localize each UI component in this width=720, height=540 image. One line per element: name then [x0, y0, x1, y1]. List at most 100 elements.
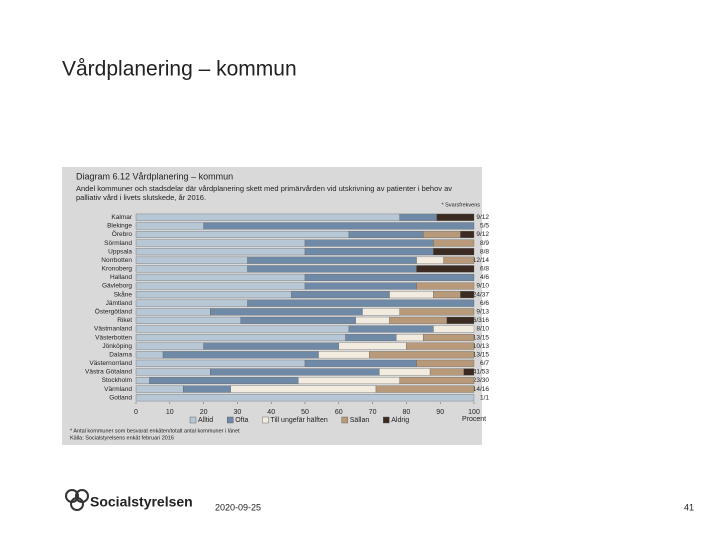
response-rate: 9/12	[476, 231, 489, 238]
category-label: Jämtland	[106, 300, 133, 307]
legend-label: Till ungefär hälften	[270, 417, 327, 424]
category-label: Sörmland	[104, 240, 132, 247]
bar-segment	[369, 351, 475, 359]
chart-subtitle-box: Andel kommuner och stadsdelar där vårdpl…	[76, 184, 452, 202]
bar-segment	[135, 351, 164, 359]
bar-segment	[210, 368, 380, 376]
bar-segment	[135, 291, 292, 299]
x-tick-label: 20	[200, 409, 208, 416]
page-number: 41	[684, 502, 694, 512]
legend-swatch	[383, 416, 390, 424]
legend-swatch	[341, 416, 348, 424]
category-label: Västra Götaland	[85, 369, 132, 376]
bar-segment	[355, 316, 390, 324]
category-label: Västerbotten	[95, 334, 132, 341]
category-label: Halland	[110, 274, 132, 281]
category-label: Västmanland	[94, 326, 132, 333]
bar-segment	[291, 291, 390, 299]
category-label: Värmland	[104, 386, 132, 393]
bar-segment	[304, 273, 475, 281]
category-label: Skåne	[114, 290, 133, 298]
response-rate: 1/1	[480, 394, 489, 401]
bar-segment	[135, 239, 306, 247]
response-rate: 24/37	[473, 291, 490, 298]
x-axis-label: Procent	[462, 416, 486, 423]
bar-segment	[362, 308, 400, 316]
bar-segment	[433, 291, 461, 299]
bar-segment	[135, 385, 184, 393]
category-label: Kalmar	[111, 214, 132, 221]
bar-segment	[389, 291, 434, 299]
logo-text: Socialstyrelsen	[90, 494, 193, 510]
bar-segment	[433, 239, 475, 247]
legend-swatch	[262, 416, 269, 424]
category-label: Örebro	[112, 230, 133, 238]
response-rate: 4/6	[480, 274, 489, 281]
bar-segment	[379, 368, 431, 376]
bar-segment	[345, 334, 397, 342]
legend-label: Ofta	[235, 417, 248, 424]
slide-title: Vårdplanering – kommun	[62, 58, 297, 81]
bar-segment	[463, 368, 475, 376]
bar-segment	[416, 256, 444, 264]
legend-label: Alltid	[198, 417, 213, 424]
logo: Socialstyrelsen	[65, 489, 193, 511]
bar-segment	[406, 342, 475, 350]
bar-segment	[135, 282, 306, 290]
bar-segment	[135, 394, 475, 402]
legend-label: Aldrig	[391, 417, 409, 424]
bar-segment	[304, 239, 434, 247]
category-label: Gotland	[109, 394, 132, 401]
response-rate: 6/6	[480, 300, 489, 307]
bar-segment	[135, 342, 204, 350]
bar-segment	[135, 359, 306, 367]
bar-segment	[433, 248, 475, 256]
bar-segment	[304, 248, 434, 256]
bar-segment	[396, 334, 424, 342]
bar-segment	[436, 213, 475, 221]
x-tick-label: 60	[335, 409, 343, 416]
bar-segment	[247, 299, 475, 307]
x-tick-label: 50	[301, 409, 309, 416]
bar-segment	[416, 282, 475, 290]
response-rate: 41/53	[473, 369, 490, 376]
response-rate: 5/5	[480, 223, 489, 230]
bar-segment	[162, 351, 319, 359]
response-rate: 13/15	[473, 334, 490, 341]
bar-segment	[460, 230, 475, 238]
bar-segment	[183, 385, 231, 393]
bar-segment	[399, 377, 475, 385]
x-tick-label: 80	[403, 409, 411, 416]
bar-segment	[135, 273, 306, 281]
bar-segment	[135, 248, 306, 256]
bar-segment	[135, 308, 211, 316]
bar-segment	[338, 342, 407, 350]
x-tick-label: 100	[468, 409, 480, 416]
bar-segment	[247, 265, 417, 273]
category-label: Blekinge	[107, 223, 132, 230]
response-rate: 9/10	[476, 283, 489, 290]
bar-segment	[135, 325, 350, 333]
category-label: Dalarna	[109, 351, 132, 358]
bar-segment	[443, 256, 475, 264]
category-label: Stockholm	[102, 377, 132, 384]
bar-segment	[304, 282, 417, 290]
legend-label: Sällan	[350, 417, 370, 424]
bar-segment	[230, 385, 377, 393]
bar-segment	[348, 230, 424, 238]
x-tick-label: 40	[267, 409, 275, 416]
bar-segment	[240, 316, 356, 324]
bar-segment	[210, 308, 363, 316]
x-tick-label: 10	[166, 409, 174, 416]
category-label: Uppsala	[108, 248, 132, 255]
bar-segment	[135, 222, 204, 230]
bar-segment	[203, 342, 339, 350]
bar-segment	[433, 325, 475, 333]
category-label: Östergötland	[95, 308, 133, 316]
bar-segment	[304, 359, 417, 367]
bar-segment	[399, 213, 437, 221]
response-rate: 9/13	[476, 309, 489, 316]
bar-segment	[135, 256, 248, 264]
bar-segment	[348, 325, 434, 333]
category-label: Kronoberg	[102, 266, 133, 273]
